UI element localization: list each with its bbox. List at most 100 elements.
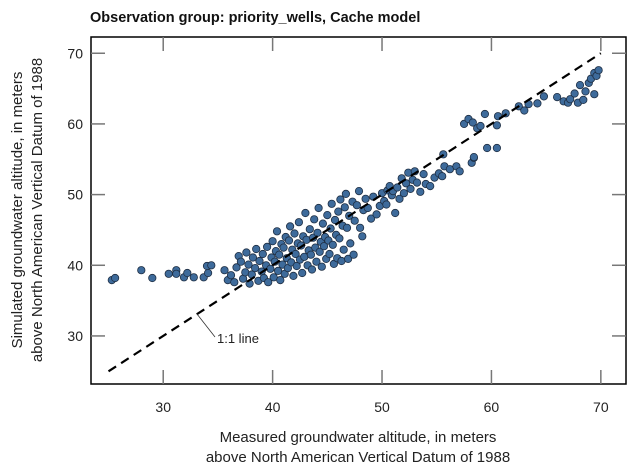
data-point [382, 200, 391, 209]
data-point [419, 170, 428, 179]
data-point [183, 268, 192, 278]
y-tick-label: 70 [67, 45, 83, 61]
y-tick-label: 30 [67, 328, 83, 344]
data-point [393, 183, 402, 192]
data-point [352, 201, 361, 210]
data-point [137, 266, 146, 275]
y-axis-label-line-1: Simulated groundwater altitude, in meter… [9, 72, 26, 349]
x-tick-label: 30 [155, 399, 171, 415]
data-point [313, 228, 322, 237]
data-point [327, 199, 336, 208]
data-point [482, 143, 492, 153]
data-point [301, 208, 310, 218]
x-tick-label: 40 [265, 399, 281, 415]
data-point [244, 260, 253, 269]
y-tick-label: 40 [67, 257, 83, 273]
plot-border [90, 36, 627, 385]
data-point [341, 189, 350, 198]
data-point [230, 278, 239, 287]
data-point [579, 95, 588, 105]
data-point [455, 167, 464, 176]
data-point [416, 187, 425, 196]
data-point [111, 273, 120, 283]
data-point [520, 106, 529, 115]
data-point [539, 92, 549, 101]
data-point [315, 247, 324, 256]
data-point [264, 278, 273, 287]
y-axis-ticks: 30 40 50 60 70 [67, 45, 626, 344]
one-to-one-label: 1:1 line [217, 331, 259, 346]
data-point [323, 211, 332, 220]
data-point [366, 214, 376, 223]
data-point [242, 248, 251, 257]
data-point [358, 232, 367, 241]
data-point [438, 172, 447, 181]
data-point [285, 222, 295, 231]
data-point [326, 224, 335, 233]
data-point [570, 89, 579, 98]
data-point [334, 207, 343, 216]
data-point [189, 273, 198, 282]
x-tick-label: 50 [374, 399, 390, 415]
data-point [164, 269, 173, 278]
data-point [306, 250, 315, 259]
data-point [236, 257, 245, 266]
data-point [258, 249, 267, 259]
plot-frame [90, 36, 627, 385]
data-point [361, 194, 370, 203]
x-axis-label-line-1: Measured groundwater altitude, in meters [220, 429, 497, 446]
data-point [252, 244, 261, 254]
data-point [319, 242, 329, 251]
data-point [172, 269, 181, 278]
data-point [468, 118, 477, 127]
data-point [318, 219, 327, 228]
data-point [328, 240, 337, 249]
data-point [476, 121, 485, 131]
data-point [289, 271, 298, 280]
data-point [232, 263, 241, 272]
data-point [248, 253, 257, 262]
data-point [581, 87, 590, 96]
data-point [533, 99, 542, 108]
data-point [340, 203, 349, 212]
data-point [312, 257, 321, 266]
data-point [349, 250, 358, 259]
data-point [395, 194, 404, 203]
data-point [552, 93, 562, 102]
x-axis-label: Measured groundwater altitude, in meters… [206, 429, 510, 466]
x-axis-label-line-2: above North American Vertical Datum of 1… [206, 449, 510, 466]
data-point [406, 184, 415, 193]
data-point [343, 254, 353, 263]
data-point [310, 215, 319, 224]
data-point [325, 249, 334, 259]
data-point [307, 265, 317, 274]
data-point [492, 121, 501, 130]
data-point [314, 203, 323, 213]
data-point [590, 90, 599, 99]
data-point [480, 109, 489, 119]
chart-title: Observation group: priority_wells, Cache… [90, 10, 420, 26]
y-tick-label: 50 [67, 187, 83, 203]
data-point [469, 153, 478, 162]
data-point [492, 143, 501, 153]
x-tick-label: 70 [593, 399, 609, 415]
data-point [335, 234, 344, 243]
data-point [391, 208, 400, 218]
data-point [372, 210, 381, 219]
data-point [336, 195, 345, 204]
data-point [355, 223, 365, 232]
data-point [399, 189, 408, 198]
data-point [148, 273, 157, 283]
y-tick-label: 60 [67, 116, 83, 132]
y-axis-label-line-2: above North American Vertical Datum of 1… [29, 58, 46, 362]
data-point [251, 263, 260, 273]
data-point [290, 229, 299, 238]
data-point [294, 218, 303, 227]
x-tick-label: 60 [484, 399, 500, 415]
data-point [207, 261, 216, 270]
one-to-one-line [107, 52, 602, 373]
data-point [298, 268, 307, 278]
data-point [220, 266, 229, 275]
data-point [272, 227, 282, 236]
